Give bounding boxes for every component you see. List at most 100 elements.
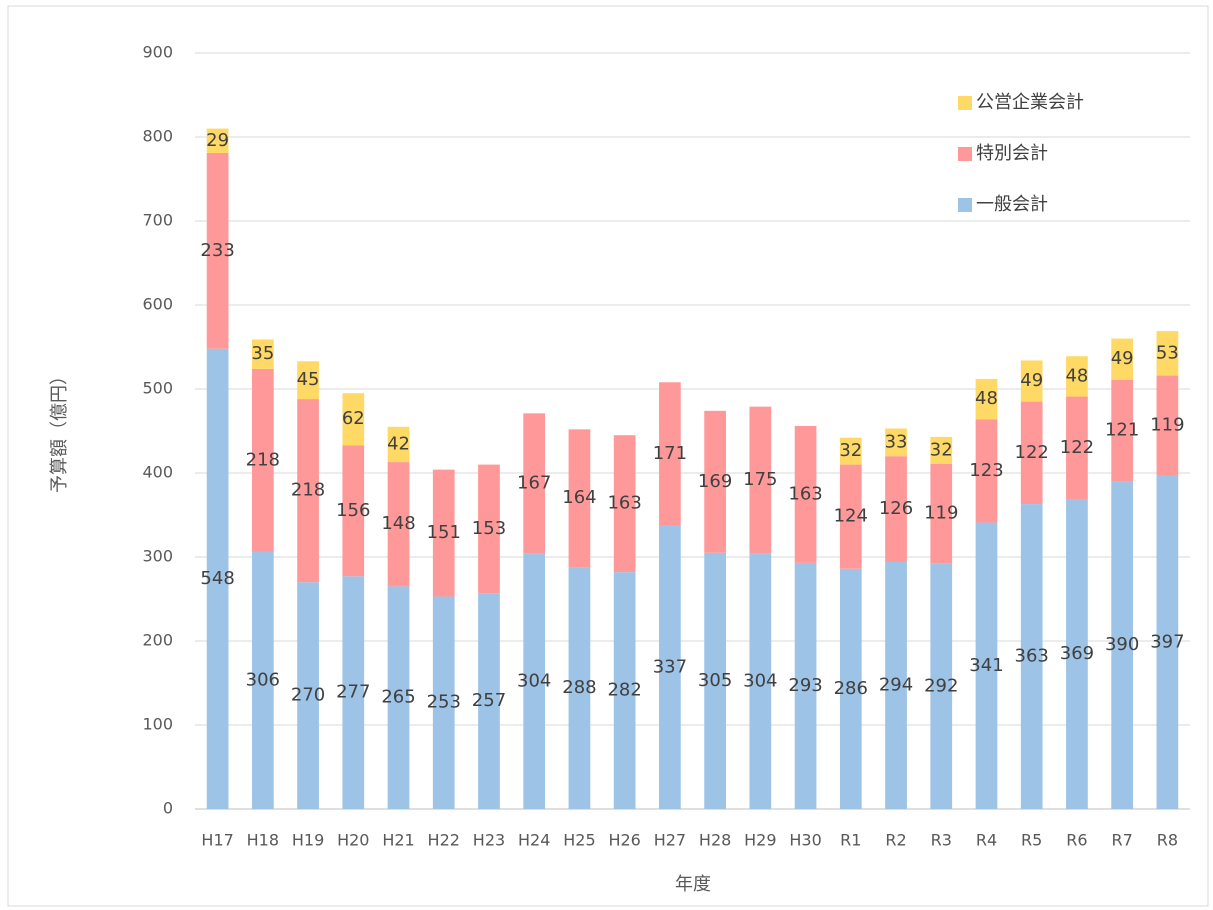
x-tick-label: H19 <box>292 831 324 850</box>
data-label: 218 <box>291 480 325 501</box>
x-tick-label: R6 <box>1066 831 1087 850</box>
bar-segment <box>1020 401 1043 505</box>
bar-segment <box>885 562 907 809</box>
x-tick-label: H21 <box>382 831 414 850</box>
legend-label: 一般会計 <box>976 194 1048 215</box>
data-label: 48 <box>975 388 998 409</box>
data-label: 151 <box>427 522 461 543</box>
data-label: 121 <box>1105 420 1139 441</box>
bar-segment <box>975 378 998 420</box>
bar-segment <box>387 462 410 587</box>
bar-segment <box>1020 504 1043 809</box>
y-tick-label: 600 <box>142 295 173 314</box>
x-tick-label: H25 <box>563 831 595 850</box>
bar-segment <box>1066 499 1088 809</box>
x-tick-label: H18 <box>247 831 279 850</box>
bar-segment <box>1111 338 1134 380</box>
bar-segment <box>794 562 817 809</box>
bar-segment <box>297 582 319 809</box>
y-tick-label: 800 <box>142 127 173 146</box>
data-label: 218 <box>246 449 280 470</box>
bar-segment <box>839 568 862 809</box>
x-tick-label: R5 <box>1021 831 1042 850</box>
bar-segment <box>206 128 229 153</box>
data-label: 123 <box>969 460 1003 481</box>
data-label: 62 <box>342 408 365 429</box>
data-label: 257 <box>472 690 506 711</box>
data-label: 397 <box>1150 631 1184 652</box>
data-label: 304 <box>743 670 777 691</box>
data-label: 171 <box>653 443 687 464</box>
data-label: 282 <box>607 680 641 701</box>
data-label: 32 <box>839 440 862 461</box>
bar-segment <box>930 436 953 464</box>
data-label: 35 <box>251 343 274 364</box>
x-tick-label: R7 <box>1112 831 1133 850</box>
data-label: 33 <box>885 431 908 452</box>
data-label: 122 <box>1015 442 1049 463</box>
bar-segment <box>432 596 455 809</box>
data-label: 337 <box>653 656 687 677</box>
bar-segment <box>1156 375 1179 476</box>
data-label: 45 <box>297 369 320 390</box>
bar-segment <box>1156 331 1179 376</box>
data-label: 253 <box>427 692 461 713</box>
data-label: 286 <box>834 678 868 699</box>
legend-swatch <box>958 147 972 161</box>
bar-segment <box>568 567 591 809</box>
data-label: 156 <box>336 500 370 521</box>
x-tick-label: H28 <box>699 831 731 850</box>
data-label: 305 <box>698 670 732 691</box>
x-tick-label: R3 <box>931 831 952 850</box>
bar-segment <box>297 399 319 583</box>
x-tick-label: H26 <box>608 831 640 850</box>
data-label: 49 <box>1111 348 1134 369</box>
y-tick-label: 0 <box>163 799 173 818</box>
data-label: 265 <box>381 687 415 708</box>
bar-segment <box>251 339 274 369</box>
x-tick-label: R2 <box>885 831 906 850</box>
data-label: 169 <box>698 471 732 492</box>
x-tick-label: H30 <box>789 831 821 850</box>
data-label: 124 <box>834 506 868 527</box>
data-label: 288 <box>562 677 596 698</box>
y-tick-label: 500 <box>142 379 173 398</box>
data-label: 164 <box>562 487 596 508</box>
y-tick-label: 200 <box>142 631 173 650</box>
data-label: 148 <box>381 513 415 534</box>
data-label: 363 <box>1015 646 1049 667</box>
data-label: 277 <box>336 682 370 703</box>
chart-frame <box>7 5 1209 907</box>
bar-segment <box>1066 356 1088 397</box>
data-label: 126 <box>879 498 913 519</box>
x-tick-label: H29 <box>744 831 776 850</box>
bar-segment <box>478 593 500 809</box>
bar-segment <box>1111 379 1134 482</box>
bar-segment <box>432 469 455 597</box>
bar-segment <box>704 552 726 809</box>
data-label: 167 <box>517 473 551 494</box>
bar-segment <box>749 406 772 554</box>
bar-segment <box>206 152 229 349</box>
bar-segment <box>839 464 862 569</box>
data-label: 369 <box>1060 643 1094 664</box>
x-tick-label: H17 <box>201 831 233 850</box>
bar-segment <box>297 361 319 400</box>
bar-segment <box>704 410 726 553</box>
data-label: 122 <box>1060 437 1094 458</box>
data-label: 306 <box>246 669 280 690</box>
x-axis-title: 年度 <box>675 874 711 895</box>
y-tick-label: 700 <box>142 211 173 230</box>
x-tick-label: H24 <box>518 831 550 850</box>
bar-segment <box>387 586 410 809</box>
data-label: 42 <box>387 433 410 454</box>
bar-segment <box>1020 360 1043 402</box>
bar-segment <box>478 464 500 594</box>
data-label: 292 <box>924 675 958 696</box>
y-tick-label: 100 <box>142 715 173 734</box>
bar-segment <box>930 563 953 809</box>
data-label: 390 <box>1105 634 1139 655</box>
x-tick-label: H23 <box>473 831 505 850</box>
bar-segment <box>613 435 636 573</box>
data-label: 119 <box>1150 415 1184 436</box>
